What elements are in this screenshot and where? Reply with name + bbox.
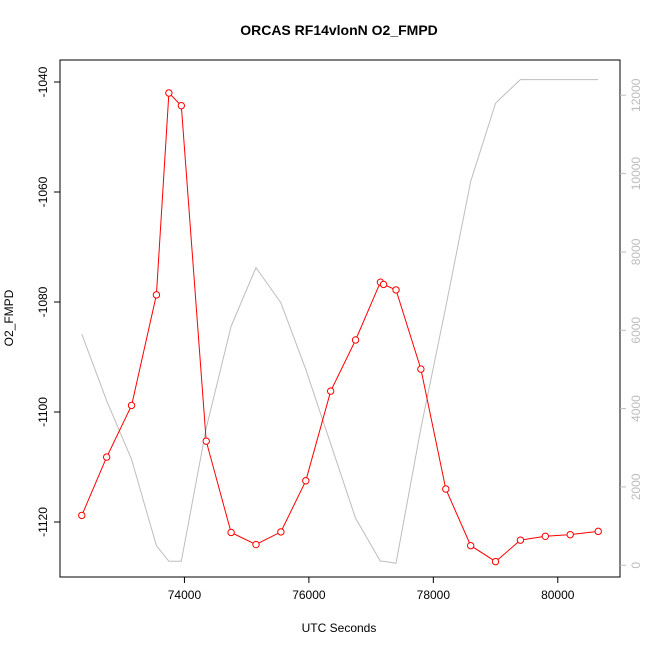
o2-data-point [541,532,550,540]
o2-data-point [466,541,475,550]
o2-data-point [566,530,574,539]
altitude-series-line [81,79,599,564]
y2-tick-label: 6000 [629,317,643,344]
y-axis-label: O2_FMPD [2,289,16,346]
o2-data-point [252,540,260,549]
o2-data-point [177,101,186,110]
o2-data-point [102,453,111,461]
o2-data-point [165,89,173,97]
o2-data-point [491,557,500,566]
y2-tick-label: 8000 [629,238,643,265]
y2-tick-label: 10000 [629,157,643,191]
o2-series-line [81,91,599,563]
y-axis-left: -1120 -1100 -1080 -1060 -1040 [36,66,60,537]
o2-data-point [277,528,285,536]
x-axis-label: UTC Seconds [302,621,377,635]
o2-data-point [379,280,388,289]
o2-data-point [326,387,335,395]
x-axis: 74000 76000 78000 80000 [168,577,575,602]
x-tick-label: 76000 [292,588,326,602]
plot-frame [59,59,621,578]
o2-data-point [594,527,602,536]
o2-data-point [127,401,136,410]
y2-tick-label: 0 [629,562,643,569]
y2-tick-label: 2000 [629,473,643,500]
y-axis-right: 0 2000 4000 6000 8000 10000 12000 [620,78,643,569]
o2-data-point [302,477,310,485]
o2-data-point [516,536,525,544]
chart-title: ORCAS RF14vlonN O2_FMPD [240,22,438,38]
y2-tick-label: 4000 [629,395,643,422]
y-tick-label: -1100 [36,397,50,427]
y2-tick-label: 12000 [629,78,643,112]
o2-data-point [152,291,161,299]
y-tick-label: -1080 [36,286,50,317]
o2-data-point [78,511,86,520]
o2-data-point [227,528,235,537]
x-tick-label: 74000 [168,588,202,602]
o2-data-point [351,336,360,344]
o2-data-point [392,286,400,294]
series-layer [78,79,602,566]
o2-data-point [442,485,450,493]
y-tick-label: -1060 [36,176,50,207]
y-tick-label: -1120 [36,507,50,537]
y-tick-label: -1040 [36,66,50,97]
o2-data-point [417,365,425,373]
o2-data-point [202,437,210,445]
x-tick-label: 78000 [417,588,451,602]
x-tick-label: 80000 [541,588,575,602]
